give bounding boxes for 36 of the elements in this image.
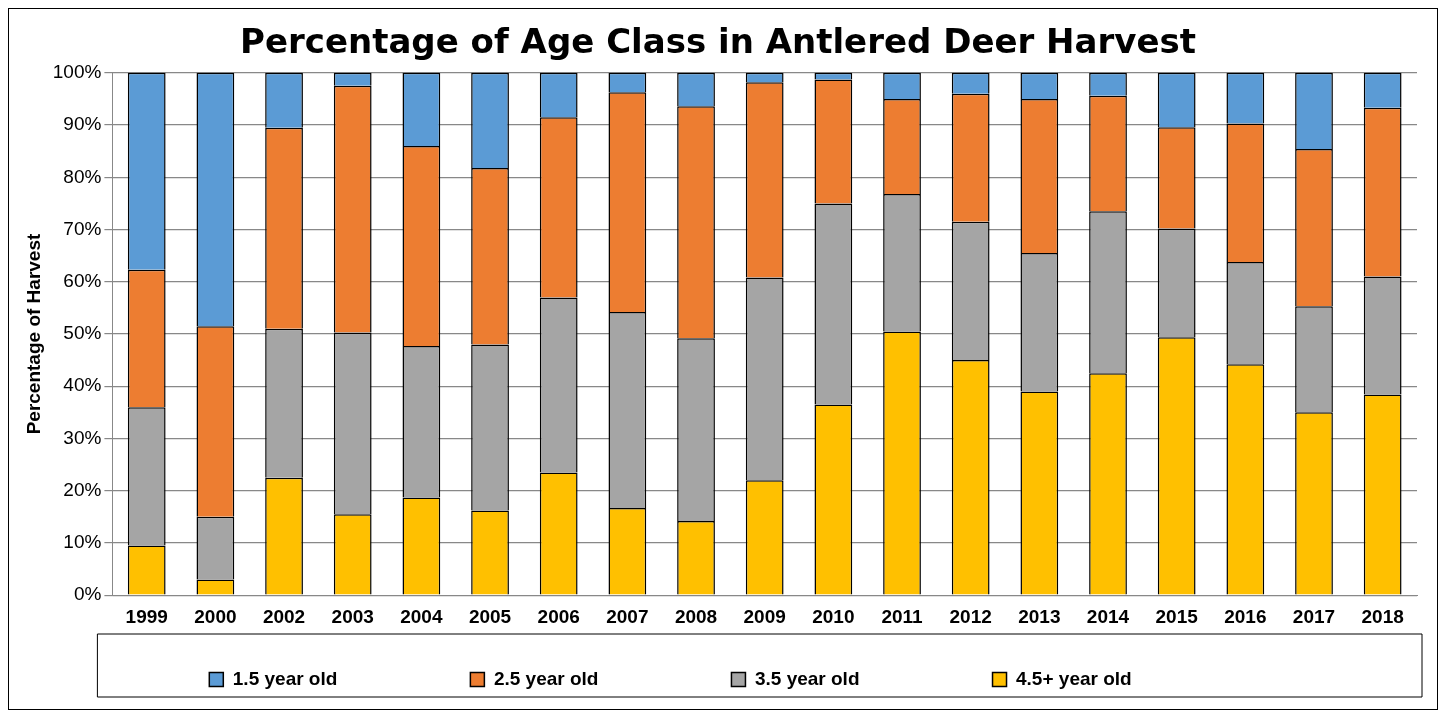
x-tick-label: 2013 xyxy=(1018,605,1061,627)
y-tick-label: 100% xyxy=(52,61,102,83)
x-tick-label: 2004 xyxy=(400,605,443,627)
y-tick-label: 30% xyxy=(63,426,102,448)
y-tick-label: 60% xyxy=(63,269,102,291)
x-tick-label: 2007 xyxy=(606,605,649,627)
y-axis-title: Percentage of Harvest xyxy=(22,233,44,435)
x-tick-label: 2008 xyxy=(674,605,718,627)
x-tick-label: 2016 xyxy=(1224,605,1267,627)
x-tick-label: 2012 xyxy=(949,605,992,627)
y-tick-label: 70% xyxy=(63,217,102,239)
x-tick-label: 2003 xyxy=(331,605,374,627)
y-tick-label: 20% xyxy=(63,478,102,500)
x-tick-label: 2015 xyxy=(1155,605,1199,627)
legend-label: 2.5 year old xyxy=(493,667,694,689)
legend-label: 4.5+ year old xyxy=(1016,667,1227,689)
x-tick-label: 2017 xyxy=(1292,605,1336,627)
y-tick-label: 40% xyxy=(63,374,102,396)
x-tick-label: 2006 xyxy=(537,605,580,627)
x-tick-label: 2010 xyxy=(812,605,855,627)
x-tick-label: 2005 xyxy=(468,605,512,627)
y-tick-label: 50% xyxy=(63,322,102,344)
legend-label: 3.5 year old xyxy=(754,667,955,689)
y-tick-label: 10% xyxy=(63,531,102,553)
x-tick-label: 2002 xyxy=(262,605,306,627)
x-tick-label: 2000 xyxy=(194,605,237,627)
x-tick-label: 2009 xyxy=(743,605,786,627)
x-tick-label: 2018 xyxy=(1361,605,1404,627)
x-tick-label: 1999 xyxy=(125,605,168,627)
x-tick-label: 2014 xyxy=(1086,605,1130,627)
x-tick-label: 2011 xyxy=(881,605,924,627)
y-tick-label: 80% xyxy=(63,165,102,187)
y-tick-label: 0% xyxy=(73,583,102,605)
chart-title: Percentage of Age Class in Antlered Deer Harvest xyxy=(239,21,1197,62)
y-tick-label: 90% xyxy=(63,113,102,135)
legend-label: 1.5 year old xyxy=(232,667,433,689)
